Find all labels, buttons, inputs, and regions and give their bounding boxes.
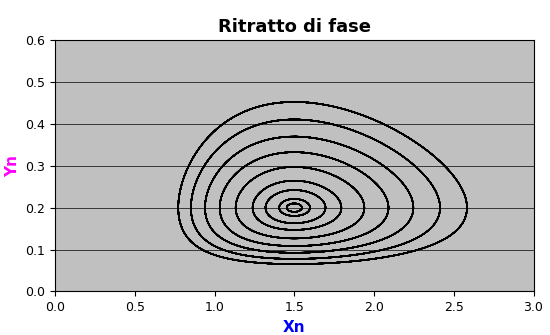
Title: Ritratto di fase: Ritratto di fase xyxy=(218,18,371,36)
X-axis label: Xn: Xn xyxy=(283,320,306,335)
Y-axis label: Yn: Yn xyxy=(5,155,20,177)
